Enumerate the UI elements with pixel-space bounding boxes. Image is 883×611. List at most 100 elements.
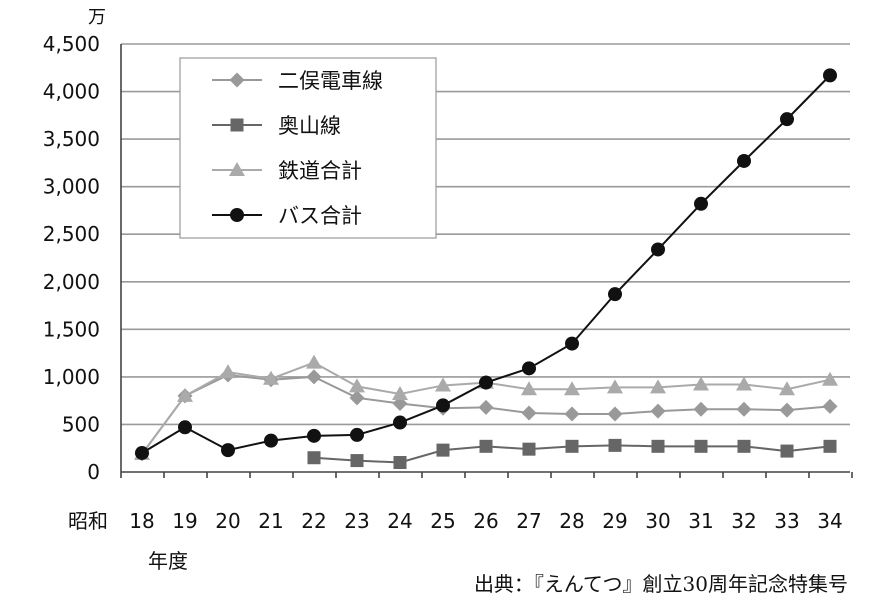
y-tick-label: 1,500 (43, 317, 100, 341)
data-point (435, 377, 451, 392)
y-tick-label: 500 (62, 412, 100, 436)
x-axis-ticks: 18 19 20 21 22 23 24 25 26 27 28 29 30 31 32 33 34 (129, 509, 842, 533)
x-tick-label: 25 (430, 509, 455, 533)
legend-marker (230, 118, 244, 132)
x-tick-label: 20 (215, 509, 240, 533)
x-tick-label: 34 (817, 509, 842, 533)
legend-label: 奥山線 (278, 114, 341, 138)
data-point (823, 68, 837, 83)
x-axis-unit-label: 年度 (148, 549, 188, 573)
data-point (564, 381, 580, 396)
y-tick-label: 2,500 (43, 222, 100, 246)
data-point (565, 336, 579, 351)
data-point (349, 378, 365, 393)
data-point (822, 371, 838, 386)
data-point (350, 454, 364, 468)
x-tick-label: 23 (344, 509, 369, 533)
data-point (307, 428, 321, 443)
data-point (822, 398, 838, 414)
data-point (651, 439, 665, 453)
legend-marker (229, 72, 245, 88)
data-point (608, 287, 622, 302)
legend-label: 二俣電車線 (278, 69, 383, 93)
data-point (694, 439, 708, 453)
data-point (350, 427, 364, 442)
data-point (780, 444, 794, 458)
data-point (522, 442, 536, 456)
data-point (478, 399, 494, 415)
data-point (349, 390, 365, 406)
y-tick-label: 4,500 (43, 32, 100, 56)
data-point (178, 420, 192, 435)
data-point (650, 379, 666, 394)
x-tick-label: 24 (387, 509, 412, 533)
data-point (521, 381, 537, 396)
data-point (564, 406, 580, 422)
data-point (736, 376, 752, 391)
x-tick-label: 19 (172, 509, 197, 533)
legend-marker (229, 162, 245, 176)
data-point (306, 354, 322, 369)
data-point (607, 406, 623, 422)
data-point (263, 370, 279, 385)
data-point (565, 439, 579, 453)
data-point (650, 403, 666, 419)
x-tick-label: 31 (688, 509, 713, 533)
x-tick-label: 28 (559, 509, 584, 533)
data-point (393, 415, 407, 430)
data-point (780, 112, 794, 127)
y-tick-label: 0 (87, 460, 100, 484)
data-point (393, 455, 407, 469)
data-point (220, 364, 236, 379)
legend-label: 鉄道合計 (278, 159, 362, 183)
legend-label: バス合計 (278, 204, 362, 228)
data-point (694, 196, 708, 211)
data-point (522, 361, 536, 376)
data-point (221, 443, 235, 458)
series-4 (135, 68, 837, 460)
data-point (392, 386, 408, 401)
legend-box (179, 57, 437, 239)
x-tick-label: 29 (602, 509, 627, 533)
y-axis-unit-label: 万 (88, 7, 106, 28)
series-2 (307, 438, 837, 469)
y-tick-label: 1,000 (43, 365, 100, 389)
data-point (737, 153, 751, 168)
series-layer (134, 68, 838, 469)
y-tick-label: 4,000 (43, 80, 100, 104)
data-point (307, 451, 321, 465)
x-tick-label: 30 (645, 509, 670, 533)
x-tick-label: 32 (731, 509, 756, 533)
data-point (823, 439, 837, 453)
y-tick-label: 2,000 (43, 270, 100, 294)
data-point (177, 387, 193, 402)
data-point (779, 402, 795, 418)
data-point (607, 379, 623, 394)
data-point (736, 401, 752, 417)
source-note: 出典：『えんてつ』創立30周年記念特集号 (474, 572, 848, 596)
data-point (436, 443, 450, 457)
data-point (651, 242, 665, 257)
data-point (693, 376, 709, 391)
x-tick-label: 26 (473, 509, 498, 533)
y-axis-ticks: 0 500 1,000 1,500 2,000 2,500 3,000 3,500 4,000 4… (43, 32, 100, 484)
x-tick-label: 22 (301, 509, 326, 533)
data-point (479, 439, 493, 453)
data-point (521, 405, 537, 421)
data-point (479, 375, 493, 390)
y-tick-label: 3,000 (43, 175, 100, 199)
data-point (737, 439, 751, 453)
data-point (306, 369, 322, 385)
data-point (264, 433, 278, 448)
data-point (135, 445, 149, 460)
x-tick-label: 33 (774, 509, 799, 533)
x-axis-era-label: 昭和 (68, 509, 108, 533)
x-tick-label: 18 (129, 509, 154, 533)
axes (120, 44, 853, 478)
data-point (436, 398, 450, 413)
data-point (693, 401, 709, 417)
y-tick-label: 3,500 (43, 127, 100, 151)
x-tick-label: 27 (516, 509, 541, 533)
data-point (608, 438, 622, 452)
